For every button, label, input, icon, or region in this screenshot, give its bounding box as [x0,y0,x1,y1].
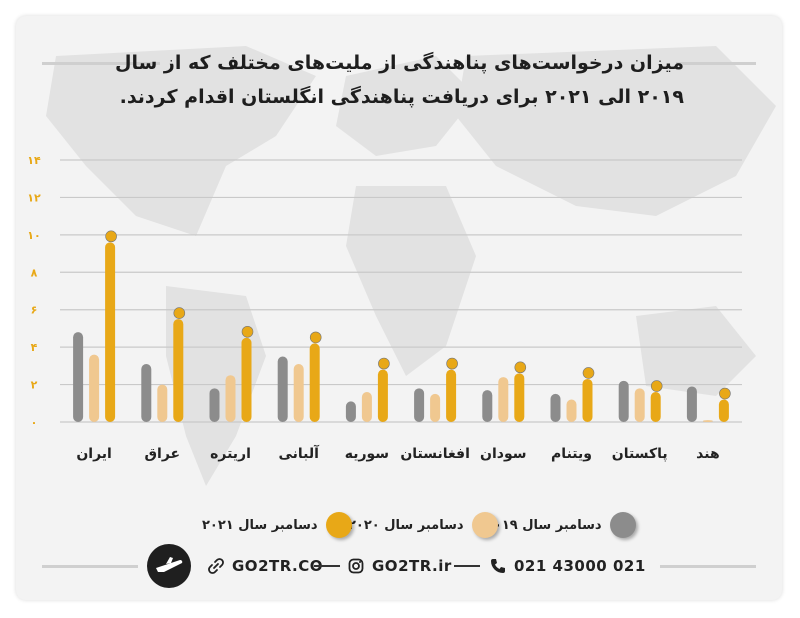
bar [345,401,356,422]
bar-marker [582,367,595,379]
bar [73,332,84,422]
legend-swatch-2020 [471,512,498,538]
bar [430,393,441,422]
bar [550,393,561,422]
x-tick-label: ویتنام [551,446,592,462]
instagram-text: GO2TR.ir [372,557,452,575]
footer-instagram[interactable]: GO2TR.ir [348,554,452,578]
footer-website[interactable]: GO2TR.CO [208,554,323,578]
world-map-background [46,46,776,486]
footer-separator-2 [454,565,480,567]
legend-swatch-2021 [325,512,352,538]
footer-divider-right [660,565,756,568]
footer-divider-left [42,565,138,568]
bar-marker [514,361,527,374]
bar [241,337,252,422]
y-tick-label: ۱۴ [27,154,41,167]
footer-separator-1 [314,565,340,567]
bar [89,354,100,422]
y-tick-label: ۴ [31,341,38,354]
bar [446,369,457,422]
bar [650,392,661,422]
bar [498,377,509,422]
y-tick-label: ۶ [31,304,38,317]
bar-marker [173,307,186,319]
airplane-icon [156,557,183,572]
y-tick-label: ۱۲ [27,191,41,204]
bar-marker [719,387,731,400]
bar [686,386,697,422]
bar [634,388,645,422]
x-tick-label: هند [696,446,720,462]
legend-label-2021: دسامبر سال ۲۰۲۱ [202,517,318,533]
y-tick-label: ۲ [31,379,38,392]
legend-item-2020: دسامبر سال ۲۰۲۰ [348,510,498,540]
phone-icon [491,559,505,573]
chart-legend: دسامبر سال ۲۰۱۹ دسامبر سال ۲۰۲۰ دسامبر س… [16,510,782,540]
y-tick-label: ۱۰ [27,229,40,242]
legend-swatch-2019 [609,512,636,538]
bar-chart: ۰ ۲ ۴ ۶ ۸ ۱۰ ۱۲ ۱۴ ایران عراق اریتره آلبانی سوریه اف… [27,154,742,462]
x-tick-label: عراق [145,446,181,462]
bar [225,375,236,422]
bar [209,388,220,422]
bar [514,373,525,422]
bar [157,384,168,422]
legend-label-2020: دسامبر سال ۲۰۲۰ [348,517,464,533]
bar-marker [309,331,322,344]
y-tick-label: ۸ [31,266,38,279]
bar [718,399,729,422]
chart-title: میزان درخواست‌های پناهندگی از ملیت‌های م… [115,52,684,108]
x-tick-label: پاکستان [612,446,668,462]
y-tick-label: ۰ [31,416,38,429]
bar-marker [446,357,458,370]
x-tick-label: ایران [76,446,112,462]
bar [482,390,493,422]
bar-marker [241,325,254,338]
bar-marker [105,230,117,243]
bar [173,319,184,422]
legend-item-2021: دسامبر سال ۲۰۲۱ [202,510,352,540]
legend-item-2019: دسامبر سال ۲۰۱۹ [486,510,636,540]
bar [361,392,372,422]
bar-marker [650,380,663,392]
bar [618,380,629,422]
bar [566,399,577,422]
airplane-logo-icon [147,544,191,588]
title-divider-right [676,62,756,65]
x-tick-label: سوریه [345,446,389,462]
bar [141,363,152,422]
infographic-card: میزان درخواست‌های پناهندگی از ملیت‌های م… [16,16,782,600]
bar [414,388,425,422]
bar-marker [378,357,390,370]
link-icon [208,558,224,574]
bar [702,420,713,422]
bar [309,343,320,422]
phone-text: 021 43000 021 [514,557,646,575]
footer-phone[interactable]: 021 43000 021 [490,554,646,578]
x-tick-label: سودان [480,446,526,462]
x-tick-label: آلبانی [278,444,320,462]
footer: GO2TR.CO GO2TR.ir 021 43000 021 [16,546,782,586]
bar [277,356,288,422]
bar [105,242,116,422]
x-tick-label: افغانستان [400,446,470,462]
bar [377,369,388,422]
instagram-icon [348,558,364,574]
bar [582,378,593,422]
legend-label-2019: دسامبر سال ۲۰۱۹ [486,517,602,533]
bar [293,363,304,422]
website-text: GO2TR.CO [232,557,324,575]
x-tick-label: اریتره [210,446,251,462]
title-divider-left [42,62,160,65]
